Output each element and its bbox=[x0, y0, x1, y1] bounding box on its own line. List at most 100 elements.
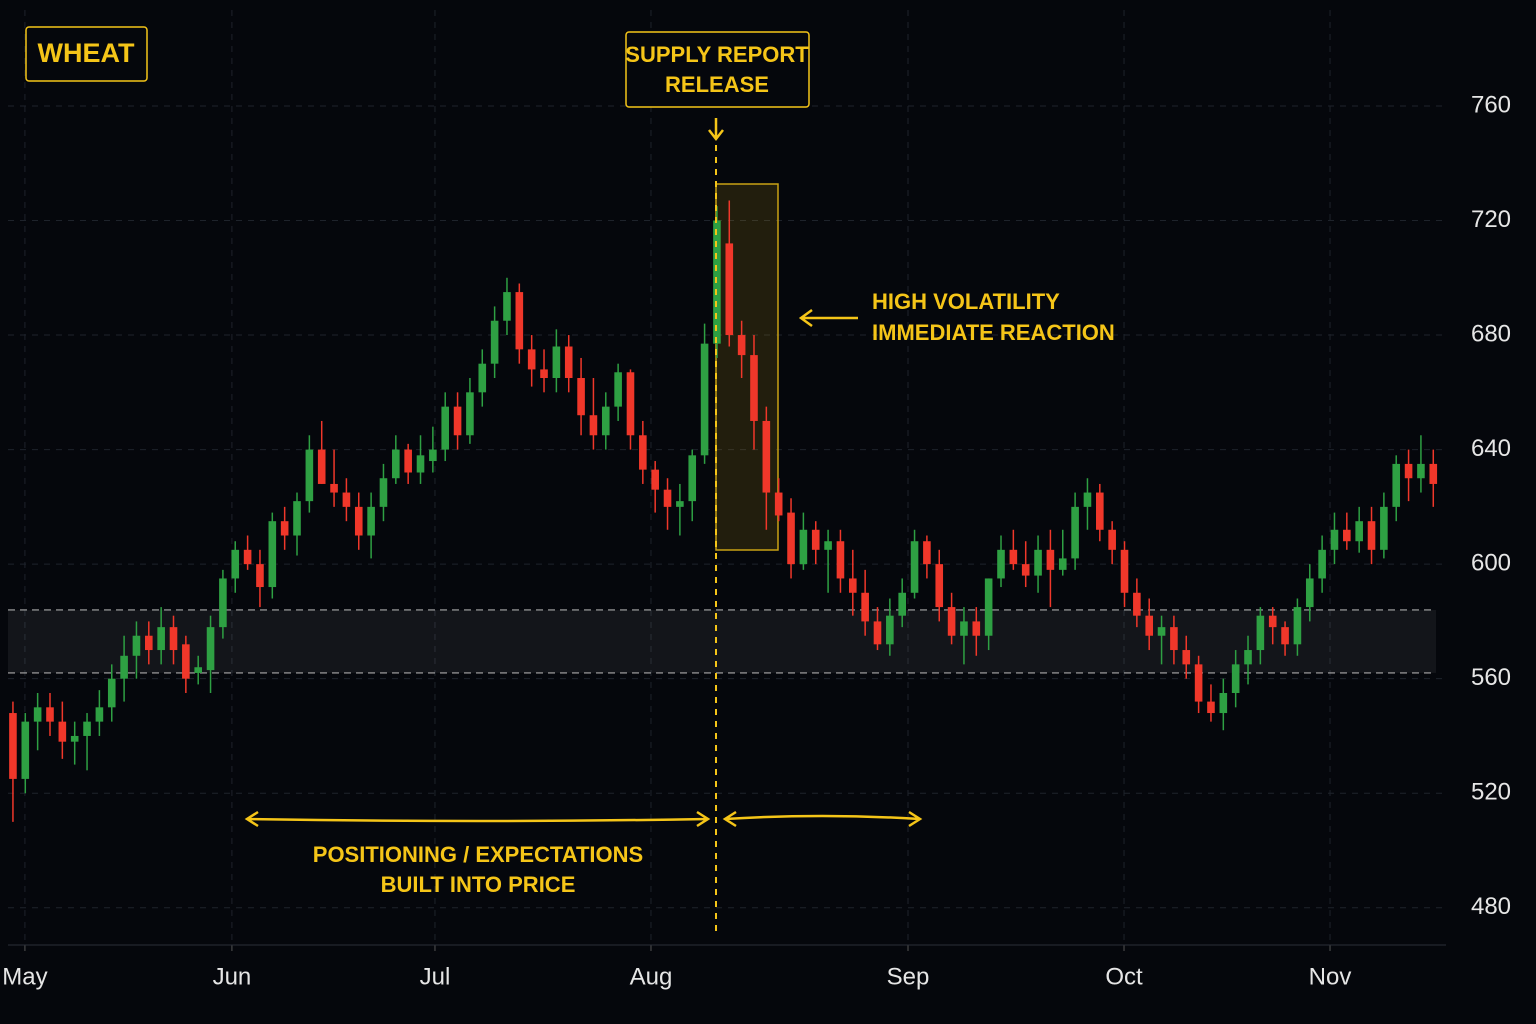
x-tick-label: Jul bbox=[420, 963, 451, 990]
candle-body bbox=[1429, 463, 1438, 484]
candle-body bbox=[1355, 521, 1363, 542]
candle-body bbox=[984, 578, 993, 636]
candle-body bbox=[441, 406, 450, 450]
candle-body bbox=[1219, 693, 1228, 714]
x-tick-label: Aug bbox=[630, 963, 673, 990]
candle-body bbox=[46, 707, 54, 722]
candle-body bbox=[1268, 615, 1277, 628]
candle-body bbox=[466, 392, 474, 436]
y-tick-label: 480 bbox=[1471, 893, 1511, 920]
candle-body bbox=[1108, 529, 1116, 550]
candle-body bbox=[1404, 463, 1413, 479]
candle-body bbox=[280, 521, 289, 536]
candle-body bbox=[750, 355, 758, 421]
candle-body bbox=[737, 335, 746, 356]
candle-body bbox=[144, 635, 153, 651]
candle-body bbox=[651, 469, 659, 490]
candle-body bbox=[774, 492, 783, 516]
candle-body bbox=[873, 621, 882, 645]
candle-body bbox=[1157, 627, 1166, 636]
candle-body bbox=[243, 549, 252, 565]
candle-body bbox=[342, 492, 351, 507]
candle-body bbox=[910, 541, 919, 593]
candle-body bbox=[120, 655, 128, 679]
candle-body bbox=[317, 449, 326, 484]
candle-body bbox=[1417, 463, 1425, 479]
candle-body bbox=[70, 735, 79, 742]
candle-body bbox=[379, 478, 388, 507]
candle-body bbox=[762, 420, 771, 493]
candle-body bbox=[305, 449, 314, 502]
candle-body bbox=[416, 455, 425, 473]
candle-body bbox=[552, 346, 561, 378]
candle-body bbox=[453, 406, 462, 436]
candle-body bbox=[886, 615, 894, 645]
candle-body bbox=[1330, 529, 1339, 550]
candle-body bbox=[1058, 558, 1067, 570]
candle-body bbox=[700, 343, 709, 456]
event-arrow bbox=[708, 118, 724, 142]
candle-body bbox=[564, 346, 573, 378]
volatility-arrow bbox=[798, 308, 858, 328]
y-tick-label: 680 bbox=[1471, 320, 1511, 347]
candle-body bbox=[33, 707, 42, 722]
volatility-label: HIGH VOLATILITY bbox=[872, 289, 1060, 314]
candle-body bbox=[527, 349, 536, 370]
candle-body bbox=[58, 721, 67, 742]
candle-body bbox=[231, 549, 240, 579]
candle-body bbox=[293, 501, 301, 536]
candle-body bbox=[1293, 607, 1302, 645]
candle-body bbox=[182, 644, 190, 679]
candle-body bbox=[1009, 549, 1018, 565]
candle-body bbox=[21, 721, 30, 779]
candle-body bbox=[898, 592, 906, 616]
candle-body bbox=[836, 541, 845, 579]
candle-body bbox=[639, 435, 647, 470]
y-tick-label: 640 bbox=[1471, 435, 1511, 462]
candle-body bbox=[1281, 627, 1289, 645]
candle-body bbox=[83, 721, 91, 736]
candle-body bbox=[132, 635, 141, 656]
positioning-arrow bbox=[244, 810, 711, 828]
candle-body bbox=[478, 363, 487, 393]
y-tick-label: 520 bbox=[1471, 779, 1511, 806]
positioning-label: BUILT INTO PRICE bbox=[381, 872, 576, 897]
candle-body bbox=[404, 449, 412, 473]
x-tick-label: Jun bbox=[213, 963, 252, 990]
candle-body bbox=[1231, 664, 1240, 693]
candle-body bbox=[811, 529, 820, 550]
event-box bbox=[625, 31, 810, 108]
candle-body bbox=[1244, 650, 1252, 665]
candle-body bbox=[1305, 578, 1314, 608]
candle-body bbox=[392, 449, 400, 479]
axes: 480 520 560 600 640 680 720 760 May Jun Jul Aug Sep O… bbox=[2, 91, 1511, 990]
x-tick-label: Nov bbox=[1309, 963, 1352, 990]
positioning-label: POSITIONING / EXPECTATIONS bbox=[313, 842, 643, 867]
y-tick-label: 760 bbox=[1471, 91, 1511, 118]
candle-body bbox=[1207, 701, 1215, 714]
chart-title: WHEAT bbox=[38, 38, 135, 68]
event-label: RELEASE bbox=[665, 72, 769, 97]
candle-body bbox=[1318, 549, 1326, 579]
candle-body bbox=[1170, 627, 1178, 651]
candle-body bbox=[787, 512, 795, 565]
candle-body bbox=[725, 243, 734, 336]
candle-body bbox=[169, 627, 178, 651]
candle-body bbox=[503, 292, 511, 321]
candle-body bbox=[824, 541, 832, 550]
candle-body bbox=[1392, 463, 1401, 507]
candle-body bbox=[1133, 592, 1141, 616]
candle-body bbox=[972, 621, 981, 636]
candle-body bbox=[1256, 615, 1265, 651]
candle-body bbox=[577, 378, 585, 416]
candle-body bbox=[663, 489, 672, 507]
candle-body bbox=[960, 621, 968, 636]
candle-body bbox=[206, 627, 215, 671]
reaction-arrow bbox=[722, 810, 923, 828]
title-box bbox=[25, 26, 148, 82]
candle-body bbox=[614, 372, 622, 407]
candle-body bbox=[861, 592, 869, 622]
candle-body bbox=[1194, 664, 1203, 702]
